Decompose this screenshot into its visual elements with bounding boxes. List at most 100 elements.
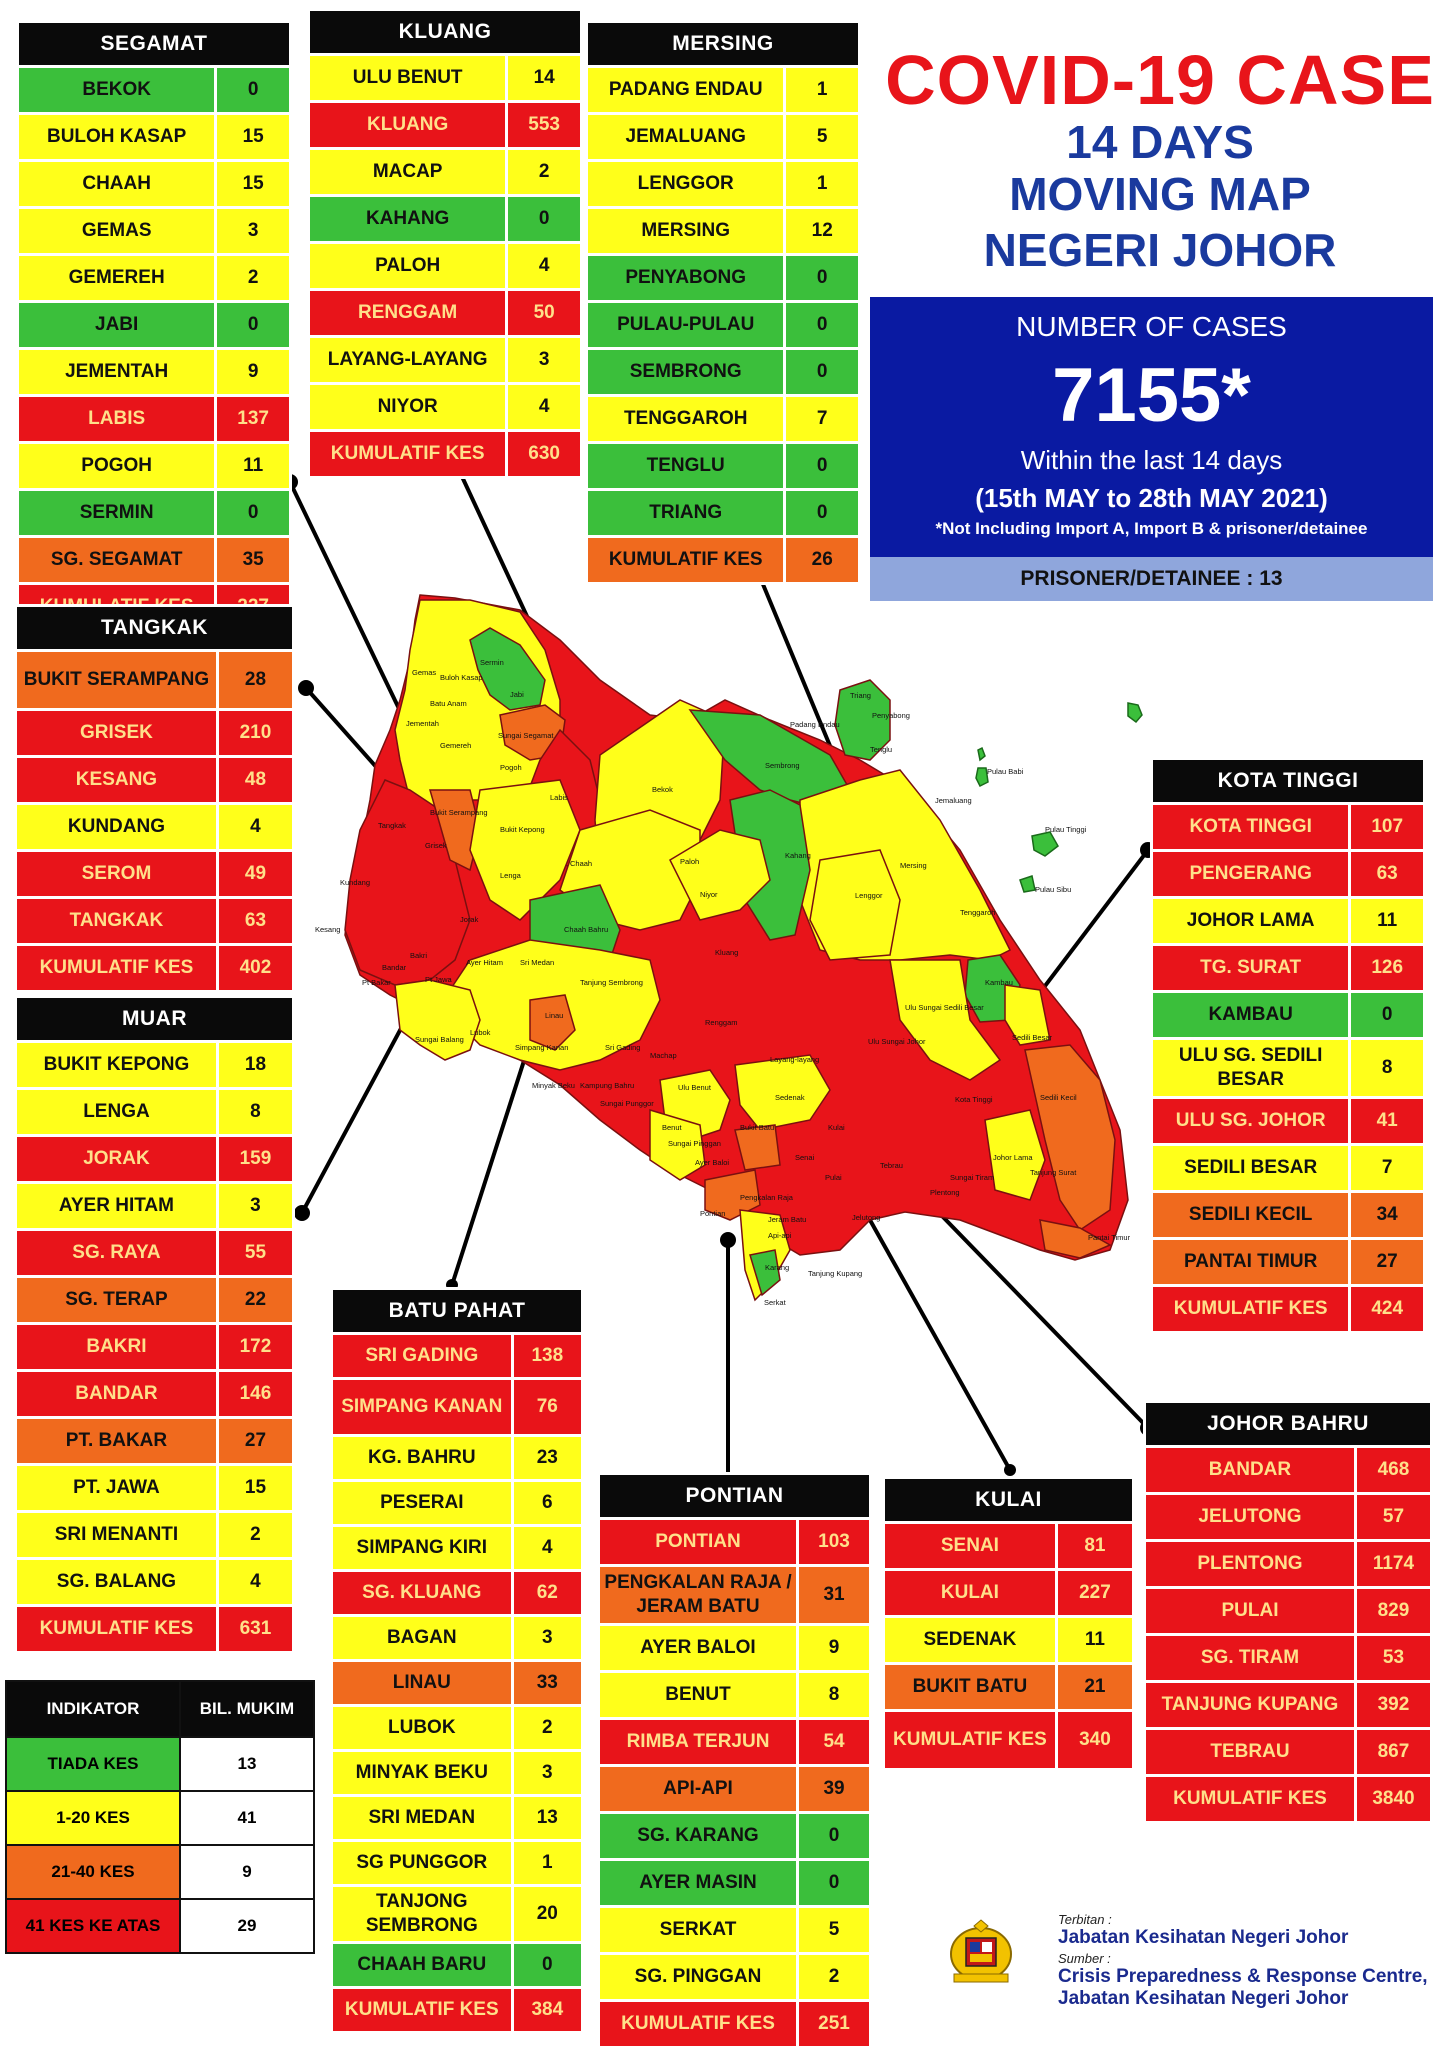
- case-count: 0: [783, 300, 861, 350]
- mukim-name: API-API: [596, 1764, 800, 1814]
- cases-number: 7155*: [1052, 353, 1251, 438]
- case-count: 26: [783, 535, 861, 585]
- mukim-name: PONTIAN: [596, 1517, 800, 1567]
- table-row: GEMAS 3: [15, 206, 292, 256]
- table-row: TG. SURAT 126: [1149, 943, 1426, 993]
- mukim-name: ULU SG. SEDILI BESAR: [1149, 1037, 1352, 1099]
- map-label-tangkak: Tangkak: [378, 821, 406, 830]
- map-label-mersing: Mersing: [900, 861, 927, 870]
- table-row: JABI 0: [15, 300, 292, 350]
- map-label-pulau-sibu: Pulau Sibu: [1035, 885, 1071, 894]
- table-row: RIMBA TERJUN 54: [596, 1717, 872, 1767]
- case-count: 11: [1054, 1615, 1136, 1665]
- case-count: 384: [510, 1986, 585, 2034]
- map-label-jelutong: Jelutong: [852, 1213, 880, 1222]
- table-row: TRIANG 0: [584, 488, 861, 538]
- table-row: KUNDANG 4: [14, 802, 296, 852]
- mukim-name: TEBRAU: [1143, 1727, 1357, 1777]
- map-label-kampung-bahru: Kampung Bahru: [580, 1081, 634, 1090]
- map-label-plentong: Plentong: [930, 1188, 960, 1197]
- table-row: LENGA 8: [14, 1087, 296, 1137]
- map-label-pulau-babi: Pulau Babi: [987, 767, 1024, 776]
- case-count: 227: [1054, 1568, 1136, 1618]
- mukim-name: RENGGAM: [306, 288, 509, 338]
- tangkak-header: TANGKAK: [14, 604, 295, 652]
- case-count: 62: [510, 1569, 585, 1617]
- region-layang-layang: [734, 1054, 831, 1131]
- mukim-name: SEDILI BESAR: [1149, 1143, 1352, 1193]
- case-count: 55: [215, 1228, 296, 1278]
- map-label-johor-lama: Johor Lama: [993, 1153, 1033, 1162]
- map-label-chaah: Chaah: [570, 859, 592, 868]
- case-count: 5: [796, 1905, 872, 1955]
- case-count: 13: [510, 1794, 585, 1842]
- table-row: KUMULATIF KES 251: [596, 1999, 872, 2049]
- case-count: 5: [783, 112, 861, 162]
- case-count: 3840: [1353, 1774, 1434, 1824]
- case-count: 81: [1054, 1521, 1136, 1571]
- table-row: KUMULATIF KES 26: [584, 535, 861, 585]
- map-label-kluang: Kluang: [715, 948, 738, 957]
- mukim-name: GEMAS: [15, 206, 218, 256]
- mukim-name: PALOH: [306, 241, 509, 291]
- mukim-name: SEDENAK: [882, 1615, 1058, 1665]
- mukim-name: TANJONG SEMBRONG: [330, 1884, 514, 1944]
- case-count: 867: [1353, 1727, 1434, 1777]
- table-row: KUMULATIF KES 424: [1149, 1284, 1426, 1334]
- mukim-name: KUMULATIF KES: [584, 535, 787, 585]
- case-count: 159: [215, 1134, 296, 1184]
- table-row: KOTA TINGGI 107: [1149, 802, 1426, 852]
- johor-bahru-header: JOHOR BAHRU: [1143, 1400, 1433, 1448]
- footer-terbitan-label: Terbitan :: [1058, 1912, 1112, 1927]
- island-tioman: [1127, 702, 1143, 724]
- mukim-name: TANJUNG KUPANG: [1143, 1680, 1357, 1730]
- mukim-name: MINYAK BEKU: [330, 1749, 514, 1797]
- table-row: ULU SG. JOHOR 41: [1149, 1096, 1426, 1146]
- mukim-name: BENUT: [596, 1670, 800, 1720]
- mukim-name: JORAK: [14, 1134, 219, 1184]
- table-row: PENYABONG 0: [584, 253, 861, 303]
- case-count: 27: [1348, 1237, 1426, 1287]
- map-label-bukit-kepong: Bukit Kepong: [500, 825, 545, 834]
- batu-pahat-header: BATU PAHAT: [330, 1287, 584, 1335]
- mukim-name: SG. RAYA: [14, 1228, 219, 1278]
- case-count: 3: [505, 335, 583, 385]
- mukim-name: POGOH: [15, 441, 218, 491]
- table-row: ULU BENUT 14: [306, 53, 583, 103]
- legend-label-21-40: 21-40 KES: [5, 1844, 181, 1900]
- mersing-header: MERSING: [585, 20, 861, 68]
- mukim-name: NIYOR: [306, 382, 509, 432]
- mukim-name: PULAI: [1143, 1586, 1357, 1636]
- region-sg-karang: [749, 1249, 781, 1297]
- mukim-name: LINAU: [330, 1659, 514, 1707]
- case-count: 2: [505, 147, 583, 197]
- table-tangkak: TANGKAK BUKIT SERAMPANG 28 GRISEK 210 KESANG 4…: [14, 604, 296, 993]
- table-row: KLUANG 553: [306, 100, 583, 150]
- map-label-ayer-baloi: Ayer Baloi: [695, 1158, 729, 1167]
- mukim-name: SG. TERAP: [14, 1275, 219, 1325]
- map-label-pantai-timur: Pantai Timur: [1088, 1233, 1131, 1242]
- table-row: SRI MEDAN 13: [330, 1794, 585, 1842]
- mukim-name: KESANG: [14, 755, 219, 805]
- table-row: BEKOK 0: [15, 65, 292, 115]
- cases-period: (15th MAY to 28th MAY 2021): [975, 483, 1328, 513]
- title-14-days: 14 DAYS: [1066, 116, 1254, 168]
- mukim-name: ULU BENUT: [306, 53, 509, 103]
- map-label-tenglu: Tenglu: [870, 745, 892, 754]
- mukim-name: BULOH KASAP: [15, 112, 218, 162]
- table-row: AYER MASIN 0: [596, 1858, 872, 1908]
- case-count: 6: [510, 1479, 585, 1527]
- mukim-name: KULAI: [882, 1568, 1058, 1618]
- mukim-name: SEROM: [14, 849, 219, 899]
- mukim-name: BANDAR: [14, 1369, 219, 1419]
- mukim-name: LENGA: [14, 1087, 219, 1137]
- case-count: 21: [1054, 1662, 1136, 1712]
- table-row: KUMULATIF KES 402: [14, 943, 296, 993]
- case-count: 27: [215, 1416, 296, 1466]
- map-label-chaah-bahru: Chaah Bahru: [564, 925, 608, 934]
- table-row: PULAU-PULAU 0: [584, 300, 861, 350]
- footer-sumber-1: Crisis Preparedness & Response Centre,: [1058, 1966, 1428, 1987]
- case-count: 3: [510, 1749, 585, 1797]
- case-count: 138: [510, 1332, 585, 1380]
- mukim-name: SERKAT: [596, 1905, 800, 1955]
